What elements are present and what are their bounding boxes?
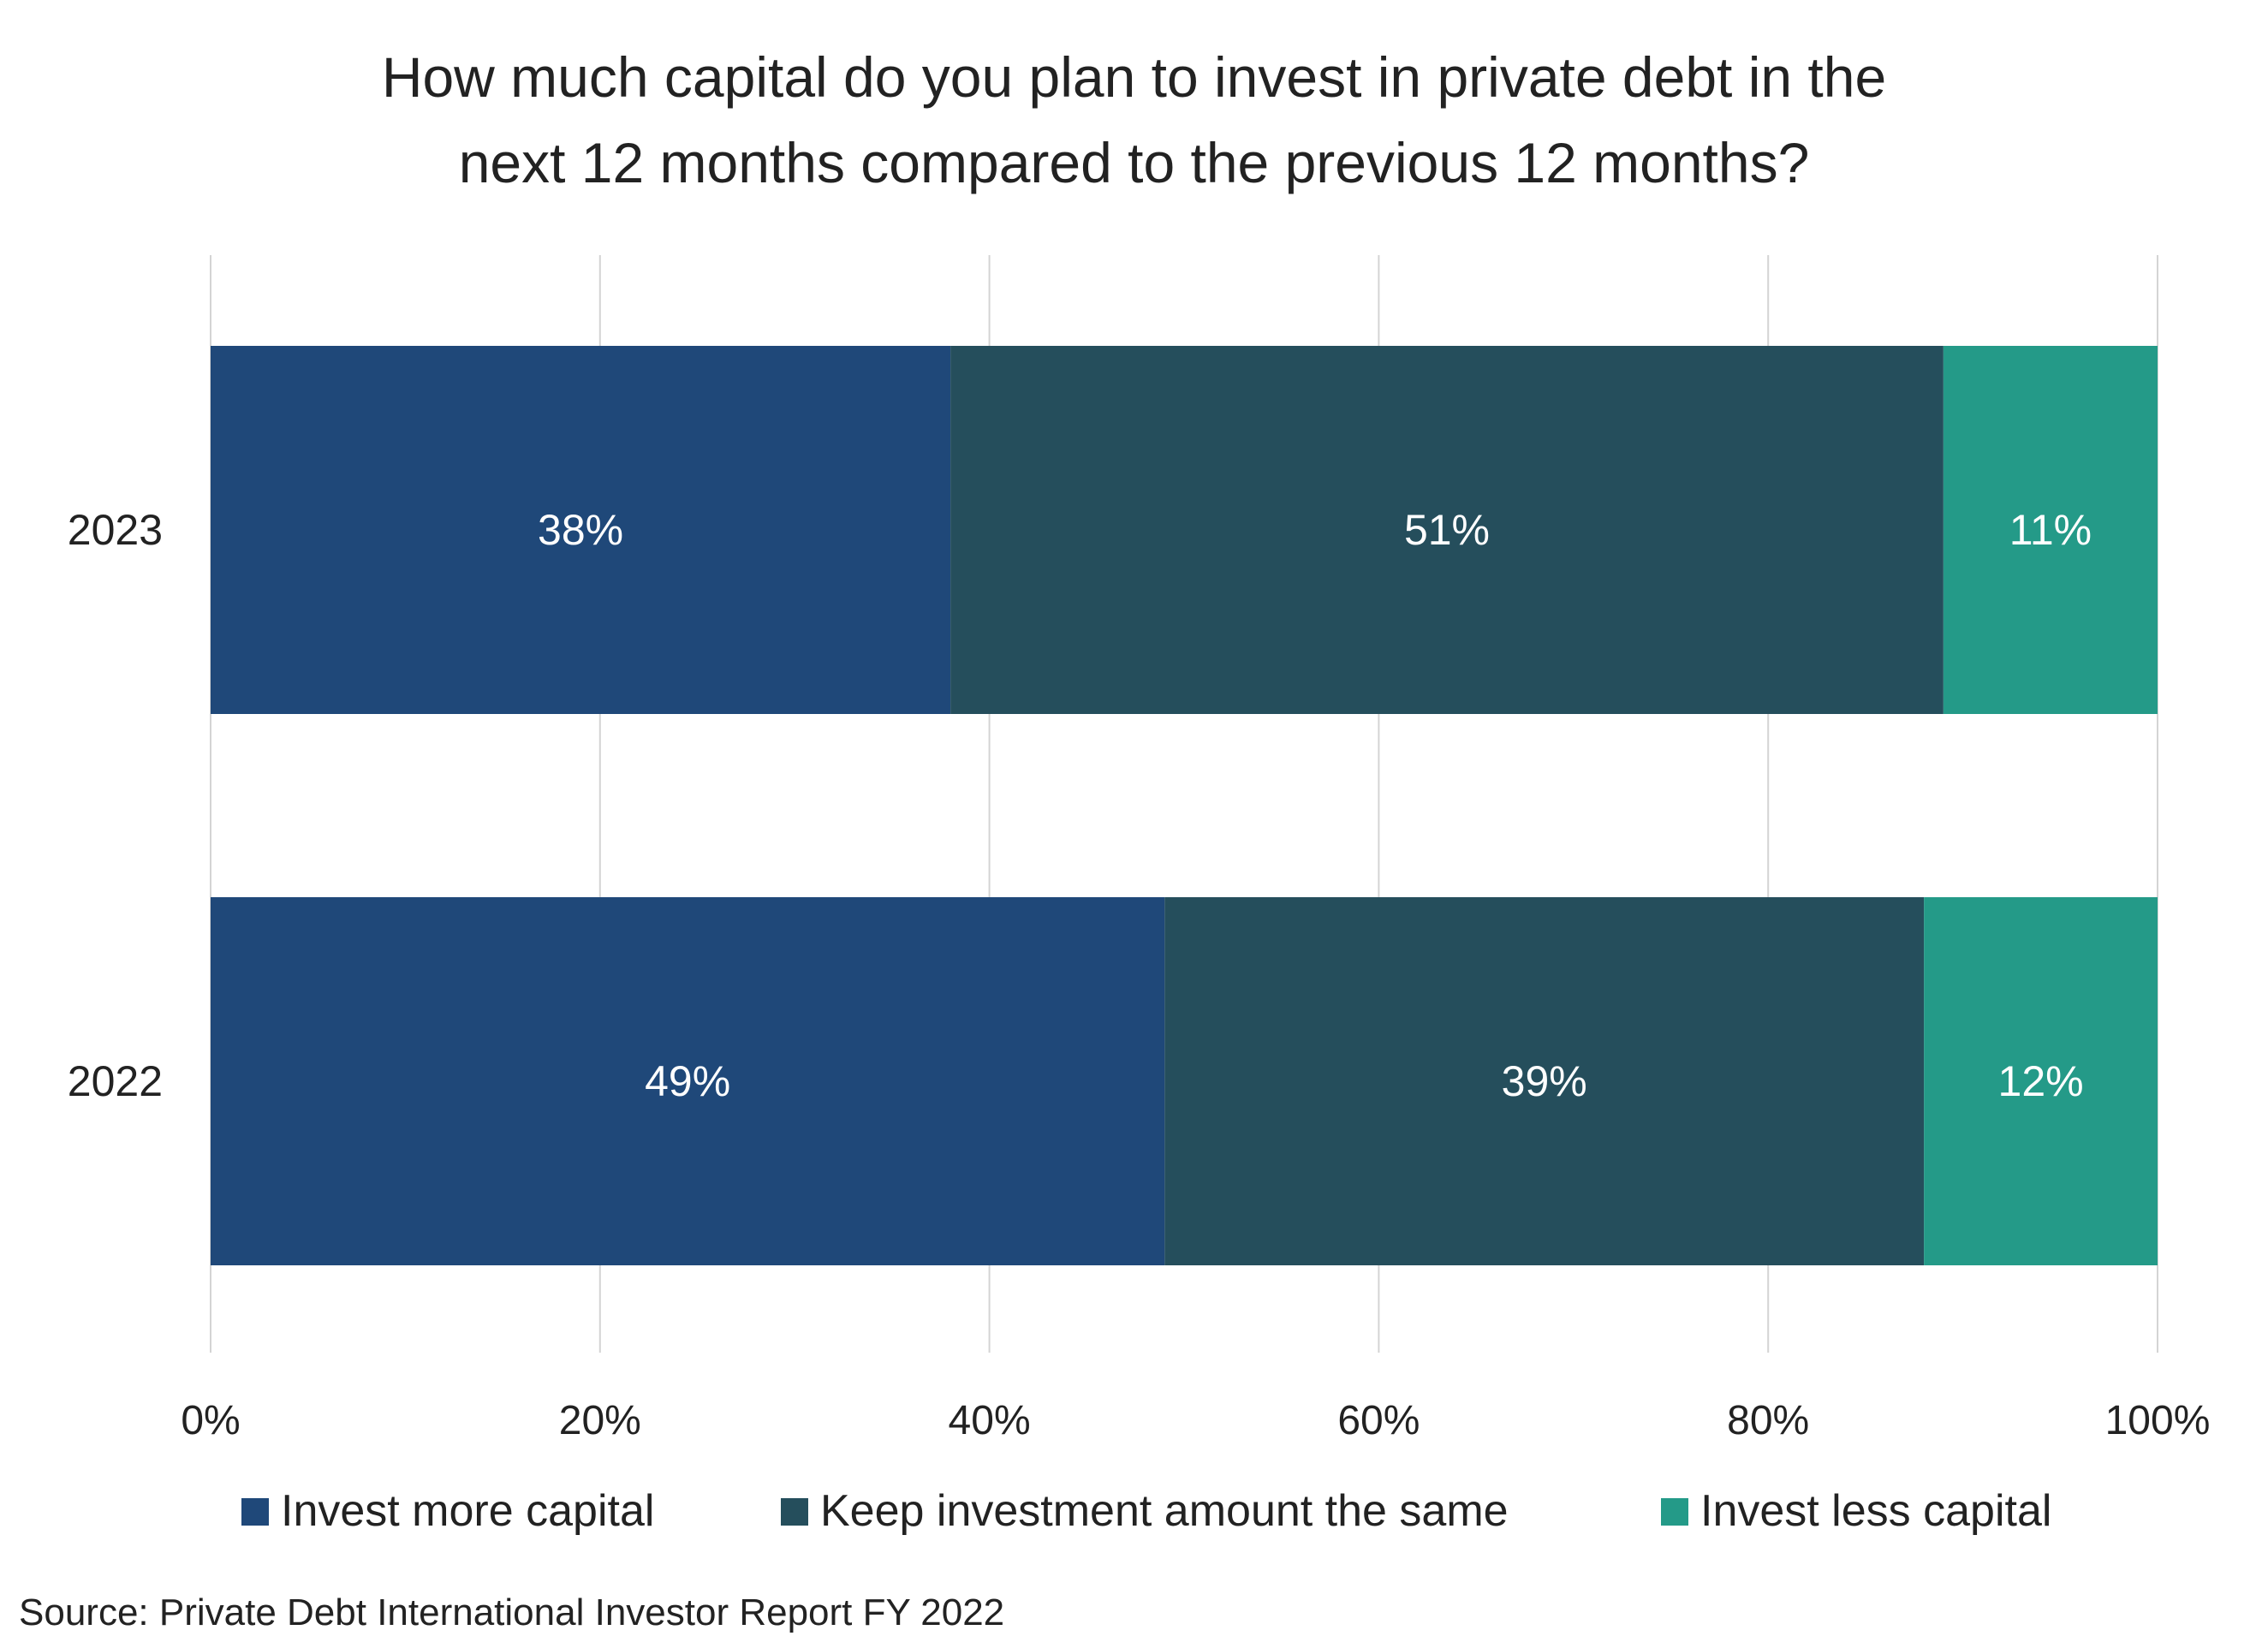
category-label: 2023 bbox=[68, 506, 163, 554]
bar-segment bbox=[1943, 346, 2158, 714]
data-label: 51% bbox=[1404, 506, 1490, 554]
x-tick-label: 0% bbox=[181, 1398, 240, 1443]
category-label: 2022 bbox=[68, 1057, 163, 1105]
source-note: Source: Private Debt International Inves… bbox=[19, 1591, 1005, 1633]
data-label: 12% bbox=[1998, 1057, 2084, 1105]
x-tick-label: 80% bbox=[1727, 1398, 1809, 1443]
x-tick-label: 40% bbox=[949, 1398, 1031, 1443]
bar-segment bbox=[1164, 897, 1925, 1265]
bar-segment bbox=[1924, 897, 2158, 1265]
data-label: 39% bbox=[1502, 1057, 1587, 1105]
legend-label: Invest less capital bbox=[1700, 1486, 2051, 1536]
x-tick-label: 60% bbox=[1337, 1398, 1420, 1443]
legend-swatch bbox=[781, 1498, 808, 1526]
data-label: 49% bbox=[645, 1057, 730, 1105]
chart-title-line-1: How much capital do you plan to invest i… bbox=[381, 45, 1887, 109]
legend-swatch bbox=[1661, 1498, 1688, 1526]
x-tick-label: 100% bbox=[2105, 1398, 2211, 1443]
data-label: 11% bbox=[2009, 506, 2092, 554]
chart-title: How much capital do you plan to invest i… bbox=[0, 34, 2268, 205]
bar-segment bbox=[211, 897, 1165, 1265]
bar-segment bbox=[211, 346, 951, 714]
data-label: 38% bbox=[538, 506, 623, 554]
chart-title-line-2: next 12 months compared to the previous … bbox=[458, 131, 1810, 194]
legend-label: Keep investment amount the same bbox=[820, 1486, 1509, 1536]
x-tick-label: 20% bbox=[559, 1398, 641, 1443]
legend-label: Invest more capital bbox=[281, 1486, 654, 1536]
legend-swatch bbox=[241, 1498, 269, 1526]
bar-segment bbox=[950, 346, 1944, 714]
